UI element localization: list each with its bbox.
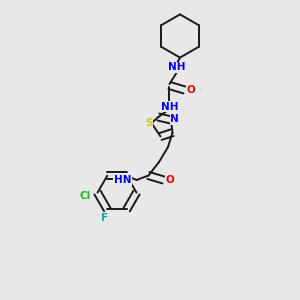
Text: S: S [145, 118, 152, 128]
Text: HN: HN [114, 175, 131, 185]
Text: N: N [170, 114, 179, 124]
Text: O: O [165, 175, 174, 185]
Text: Cl: Cl [80, 190, 91, 201]
Text: NH: NH [168, 62, 186, 73]
Text: NH: NH [161, 101, 179, 112]
Text: O: O [186, 85, 195, 95]
Text: F: F [101, 213, 108, 223]
